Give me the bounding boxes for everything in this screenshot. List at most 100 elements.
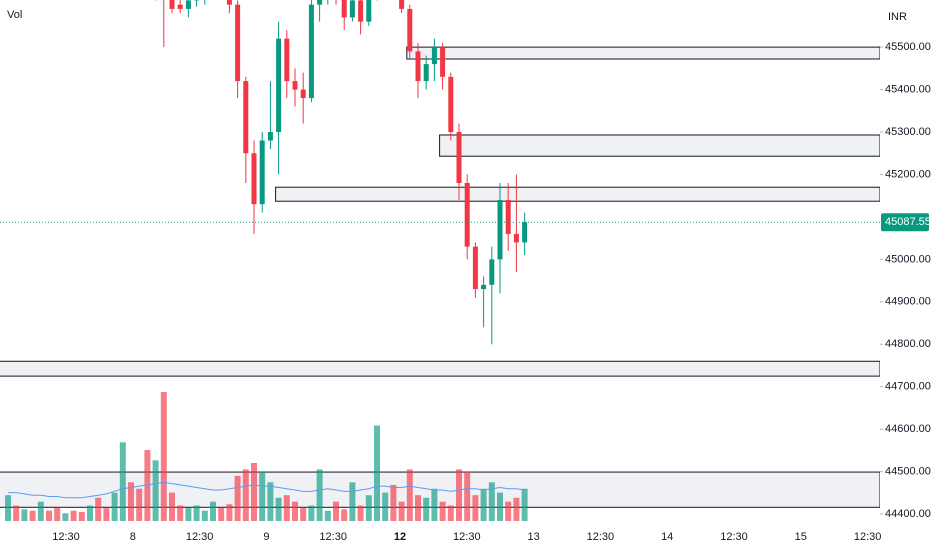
zone <box>406 46 880 60</box>
x-tick-label: 14 <box>661 531 673 543</box>
y-tick-label: 45300.00 <box>885 126 931 138</box>
volume-bar <box>234 475 241 521</box>
y-tick-label: 45400.00 <box>885 83 931 95</box>
candle-body <box>292 81 298 90</box>
volume-bar <box>210 501 216 521</box>
volume-bar <box>111 492 118 521</box>
x-tick-label: 12:30 <box>453 531 481 543</box>
volume-bar <box>218 508 225 521</box>
candle-body <box>349 0 355 18</box>
x-tick-label: 12:30 <box>854 531 882 543</box>
volume-bar <box>447 505 454 521</box>
candle-body <box>472 246 478 290</box>
volume-bar <box>119 442 126 521</box>
volume-bar <box>390 484 397 521</box>
volume-bar <box>226 504 233 521</box>
y-tick-label: 44500.00 <box>885 466 931 478</box>
last-price-badge <box>881 213 929 232</box>
volume-bar <box>144 450 151 521</box>
volume-ma-line <box>8 481 525 499</box>
volume-bar <box>13 505 20 521</box>
y-tick-label: 44400.00 <box>885 508 931 520</box>
candle-body <box>456 132 462 183</box>
x-tick-label: 15 <box>795 531 807 543</box>
plot-area <box>0 0 880 521</box>
candle-body <box>276 38 282 133</box>
volume-bar <box>292 501 298 521</box>
volume-bar <box>398 501 405 521</box>
volume-bar <box>21 509 28 521</box>
candle-body <box>358 0 364 22</box>
volume-bar <box>505 501 512 521</box>
volume-bar <box>456 469 462 521</box>
zone <box>0 360 880 377</box>
candle-body <box>431 47 437 65</box>
candle-body <box>300 89 306 99</box>
y-tick-label: 44800.00 <box>885 338 931 350</box>
candle-body <box>415 51 421 82</box>
volume-bar <box>308 505 315 521</box>
candle-body <box>489 259 495 285</box>
last-price-label: 45087.55 <box>885 216 931 228</box>
y-tick-label: 45200.00 <box>885 168 931 180</box>
volume-bar <box>439 501 446 521</box>
volume-bar <box>275 497 282 521</box>
volume-bar <box>365 495 372 521</box>
volume-bar <box>480 488 487 521</box>
volume-bar <box>152 460 159 521</box>
volume-bar <box>431 488 438 521</box>
candle-body <box>440 47 446 77</box>
x-tick-label: 9 <box>263 531 269 543</box>
candle-body <box>407 8 413 52</box>
y-tick-label: 44900.00 <box>885 296 931 308</box>
volume-bar <box>185 508 192 521</box>
candle-body <box>497 199 503 260</box>
volume-bar <box>103 508 110 521</box>
candle-body <box>308 4 314 99</box>
volume-bar <box>259 471 266 521</box>
candle-body <box>251 153 257 205</box>
candle-body <box>185 0 191 9</box>
x-tick-label: 12:30 <box>186 531 214 543</box>
candle-body <box>267 132 273 141</box>
candle-body <box>464 182 470 247</box>
x-tick-label: 12:30 <box>587 531 615 543</box>
volume-bar <box>193 505 200 521</box>
volume-bar <box>29 510 36 521</box>
volume-bar <box>464 471 471 521</box>
x-tick-label: 12:30 <box>720 531 748 543</box>
volume-bar <box>415 495 421 521</box>
candle-body <box>235 4 241 82</box>
y-tick-label: 45000.00 <box>885 253 931 265</box>
candle-body <box>284 38 290 82</box>
candle-body <box>522 222 528 243</box>
volume-bar <box>324 510 331 521</box>
volume-bar <box>128 482 134 521</box>
volume-bar <box>513 497 520 521</box>
volume-bar <box>497 492 503 521</box>
candle-body <box>317 0 323 5</box>
volume-bar <box>87 505 93 521</box>
candle-body <box>177 4 183 9</box>
volume-bar <box>357 505 364 521</box>
zone <box>439 134 880 157</box>
volume-bar <box>62 513 69 521</box>
candle-body <box>513 233 519 243</box>
candle-body <box>481 284 487 290</box>
candle-body <box>243 81 249 154</box>
candle-body <box>505 199 511 234</box>
currency-label: INR <box>888 11 907 23</box>
volume-bar <box>300 508 307 521</box>
volume-bar <box>472 495 479 521</box>
candle-body <box>226 0 232 5</box>
candle-body <box>259 140 265 205</box>
volume-bar <box>78 511 85 521</box>
volume-label: Vol <box>7 9 22 21</box>
volume-bar <box>169 492 175 521</box>
volume-bar <box>46 510 52 521</box>
volume-bar <box>70 510 77 521</box>
volume-bar <box>160 392 167 521</box>
candle-body <box>341 0 347 18</box>
zone <box>275 186 880 202</box>
